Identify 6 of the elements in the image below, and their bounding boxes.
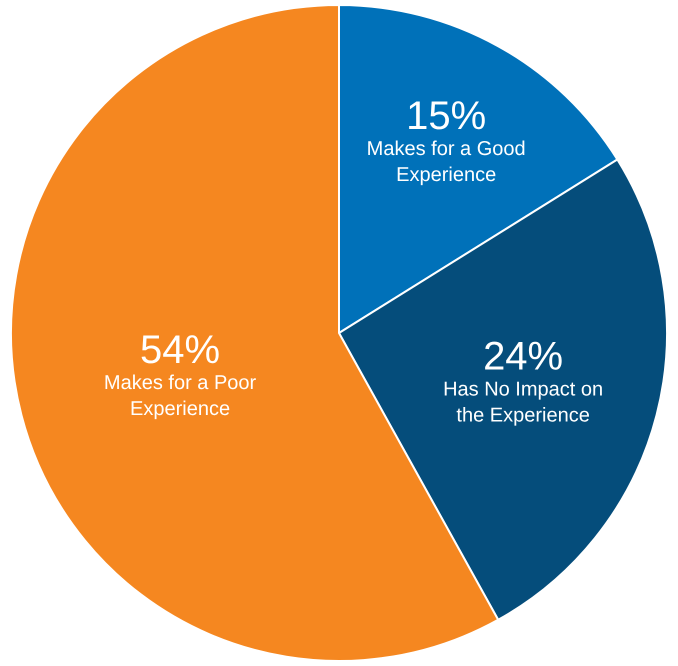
data-label: 15% bbox=[406, 94, 486, 138]
data-label: 54% bbox=[140, 328, 220, 372]
slice-label: Makes for a Poor Experience bbox=[104, 372, 257, 420]
slice-label: Makes for a Good Experience bbox=[366, 138, 526, 186]
slice-label: Has No Impact on the Experience bbox=[443, 378, 604, 427]
data-label: 24% bbox=[483, 334, 564, 379]
